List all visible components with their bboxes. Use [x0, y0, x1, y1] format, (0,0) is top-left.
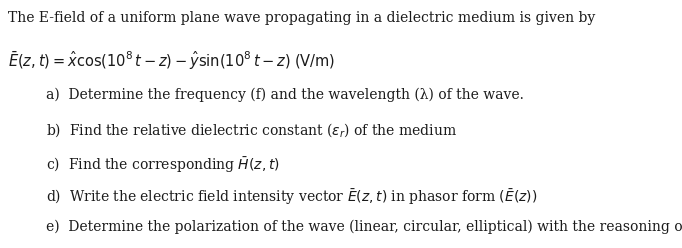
- Text: b)  Find the relative dielectric constant ($\epsilon_r$) of the medium: b) Find the relative dielectric constant…: [46, 122, 458, 139]
- Text: c)  Find the corresponding $\bar{H}(z,t)$: c) Find the corresponding $\bar{H}(z,t)$: [46, 155, 280, 175]
- Text: e)  Determine the polarization of the wave (linear, circular, elliptical) with t: e) Determine the polarization of the wav…: [46, 219, 682, 234]
- Text: d)  Write the electric field intensity vector $\bar{E}(z,t)$ in phasor form $(\b: d) Write the electric field intensity ve…: [46, 187, 538, 207]
- Text: The E-field of a uniform plane wave propagating in a dielectric medium is given : The E-field of a uniform plane wave prop…: [8, 11, 595, 25]
- Text: a)  Determine the frequency (f) and the wavelength (λ) of the wave.: a) Determine the frequency (f) and the w…: [46, 88, 524, 102]
- Text: $\bar{E}(z,t) = \hat{x}\cos(10^8\,t-z) - \hat{y}\sin(10^8\,t-z)\;(\mathrm{V/m})$: $\bar{E}(z,t) = \hat{x}\cos(10^8\,t-z) -…: [8, 50, 336, 72]
